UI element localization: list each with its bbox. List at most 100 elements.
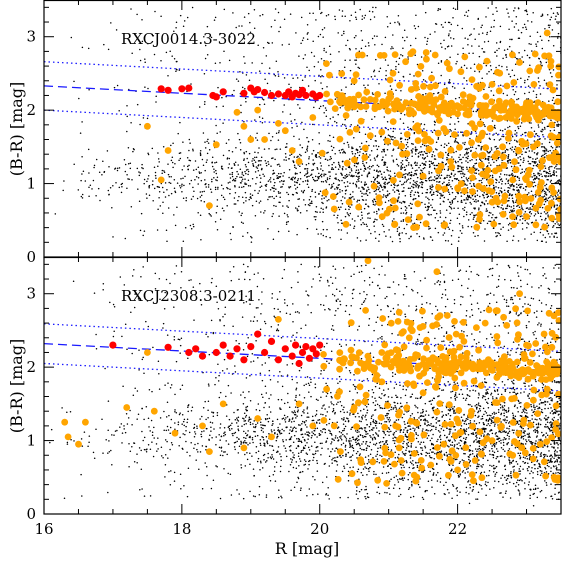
field-point	[242, 174, 245, 177]
field-point	[529, 162, 532, 165]
orange-point	[478, 102, 486, 110]
field-point	[473, 455, 476, 458]
field-point	[455, 141, 457, 143]
field-point	[355, 34, 357, 37]
orange-point	[527, 195, 535, 202]
field-point	[506, 66, 508, 68]
field-point	[383, 163, 386, 165]
field-point	[429, 165, 431, 168]
orange-point	[345, 198, 353, 206]
field-point	[495, 232, 497, 234]
field-point	[508, 205, 511, 208]
field-point	[454, 197, 456, 200]
field-point	[467, 177, 470, 180]
field-point	[450, 203, 452, 206]
orange-point	[385, 95, 393, 103]
field-point	[516, 175, 519, 178]
field-point	[533, 174, 535, 177]
field-point	[482, 169, 484, 171]
field-point	[392, 487, 395, 490]
field-point	[179, 185, 181, 187]
field-point	[179, 186, 182, 189]
field-point	[253, 27, 256, 30]
field-point	[549, 196, 551, 198]
field-point	[189, 159, 192, 162]
field-point	[444, 216, 447, 219]
field-point	[387, 128, 389, 131]
field-point	[240, 182, 242, 184]
field-point	[188, 164, 190, 167]
field-point	[507, 229, 510, 231]
field-point	[489, 424, 491, 427]
field-point	[174, 273, 176, 275]
field-point	[229, 429, 231, 431]
field-point	[293, 135, 295, 138]
field-point	[273, 204, 275, 207]
field-point	[482, 220, 485, 222]
field-point	[223, 50, 225, 53]
field-point	[287, 206, 289, 209]
field-point	[465, 160, 467, 162]
field-point	[163, 191, 165, 193]
field-point	[179, 157, 182, 160]
field-point	[304, 76, 306, 78]
field-point	[141, 19, 143, 21]
field-point	[108, 450, 111, 453]
field-point	[481, 47, 483, 50]
field-point	[394, 451, 396, 454]
field-point	[403, 166, 406, 168]
field-point	[480, 149, 482, 151]
field-point	[396, 200, 399, 203]
field-point	[549, 341, 552, 344]
field-point	[416, 233, 418, 235]
orange-point	[516, 198, 523, 206]
field-point	[456, 24, 459, 27]
field-point	[513, 93, 516, 96]
field-point	[262, 47, 265, 49]
field-point	[363, 165, 366, 167]
field-point	[211, 165, 214, 168]
field-point	[443, 196, 446, 199]
field-point	[371, 11, 374, 13]
field-point	[314, 79, 316, 82]
field-point	[307, 203, 310, 206]
field-point	[447, 21, 450, 24]
field-point	[349, 224, 352, 226]
field-point	[453, 175, 455, 177]
field-point	[362, 186, 364, 189]
field-point	[548, 26, 550, 29]
field-point	[233, 164, 236, 166]
field-point	[475, 403, 478, 406]
field-point	[396, 230, 399, 233]
field-point	[292, 411, 295, 414]
field-point	[405, 388, 408, 391]
field-point	[460, 201, 462, 203]
field-point	[432, 151, 435, 153]
field-point	[146, 180, 148, 183]
field-point	[365, 406, 368, 408]
field-point	[505, 207, 507, 210]
field-point	[493, 425, 496, 427]
field-point	[453, 326, 456, 329]
field-point	[192, 186, 194, 189]
field-point	[520, 185, 522, 188]
field-point	[312, 178, 315, 181]
field-point	[517, 157, 519, 159]
field-point	[417, 453, 420, 456]
field-point	[174, 224, 177, 227]
field-point	[532, 178, 535, 181]
field-point	[346, 433, 348, 435]
field-point	[519, 164, 522, 167]
field-point	[536, 134, 539, 137]
field-point	[362, 221, 364, 224]
field-point	[306, 38, 309, 40]
field-point	[215, 124, 217, 127]
field-point	[405, 285, 408, 288]
field-point	[148, 187, 150, 189]
field-point	[359, 151, 361, 153]
field-point	[453, 207, 455, 210]
field-point	[171, 443, 174, 446]
field-point	[273, 190, 275, 192]
field-point	[229, 232, 232, 235]
field-point	[433, 120, 436, 123]
